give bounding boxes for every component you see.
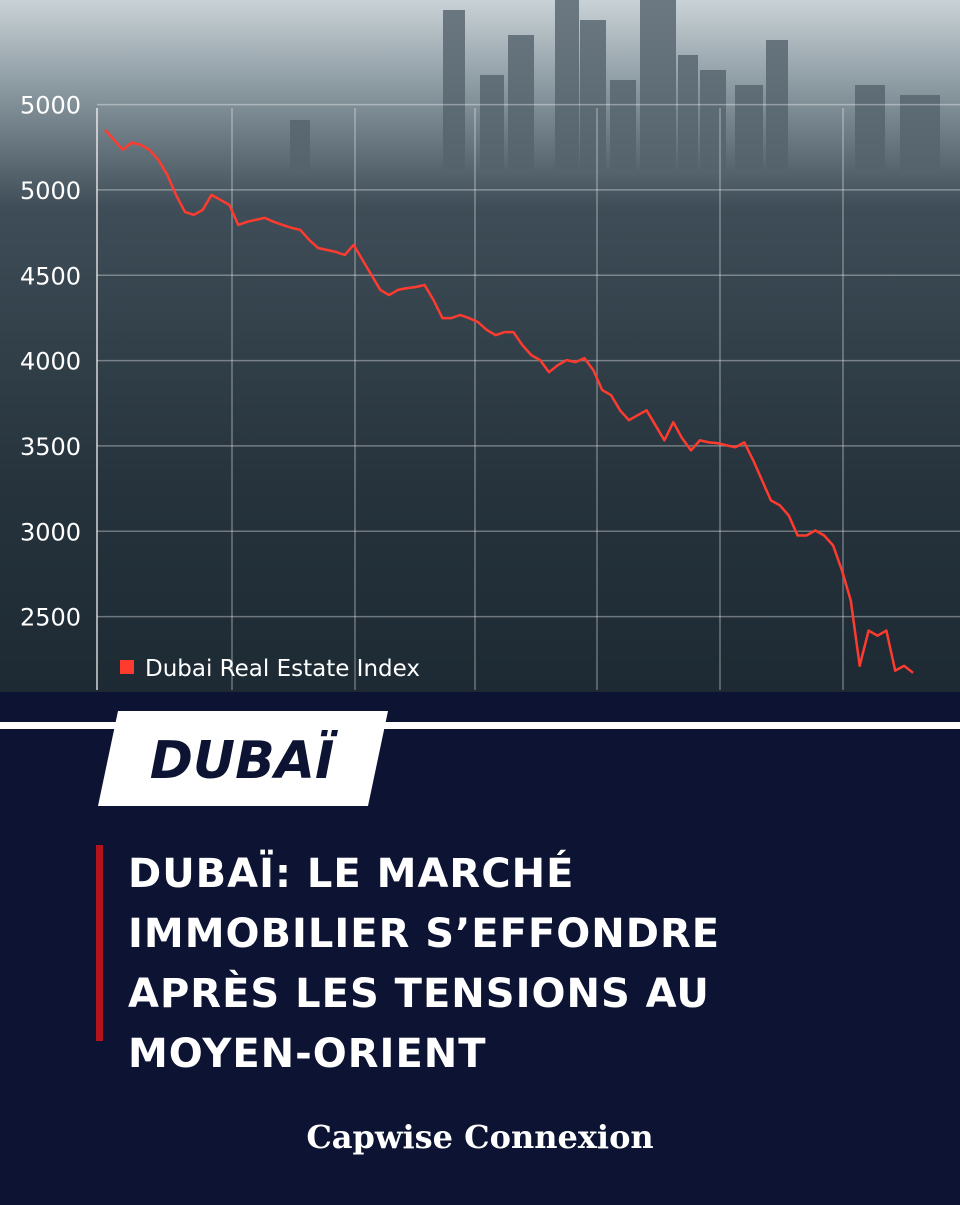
accent-bar [96, 845, 103, 1041]
headline-line: MOYEN-ORIENT [128, 1031, 487, 1077]
y-tick-label: 5000 [20, 177, 81, 205]
series-line [104, 128, 914, 674]
legend-swatch [120, 660, 134, 674]
badge-box [98, 711, 388, 806]
y-tick-label: 3000 [20, 518, 81, 546]
y-tick-label: 4000 [20, 348, 81, 376]
divider [0, 722, 960, 729]
headline-line: IMMOBILIER S’EFFONDRE [128, 911, 720, 957]
y-tick-label: 5000 [20, 92, 81, 120]
headline-line: APRÈS LES TENSIONS AU [128, 969, 710, 1017]
y-tick-label: 4500 [20, 262, 81, 290]
skyline [290, 0, 940, 170]
y-tick-label: 2500 [20, 604, 81, 632]
brand: Capwise Connexion [306, 1118, 653, 1156]
headline-line: DUBAÏ: LE MARCHÉ [128, 849, 574, 897]
y-tick-label: 3500 [20, 433, 81, 461]
legend-label: Dubai Real Estate Index [145, 656, 420, 682]
badge-text: DUBAÏ [150, 730, 338, 791]
